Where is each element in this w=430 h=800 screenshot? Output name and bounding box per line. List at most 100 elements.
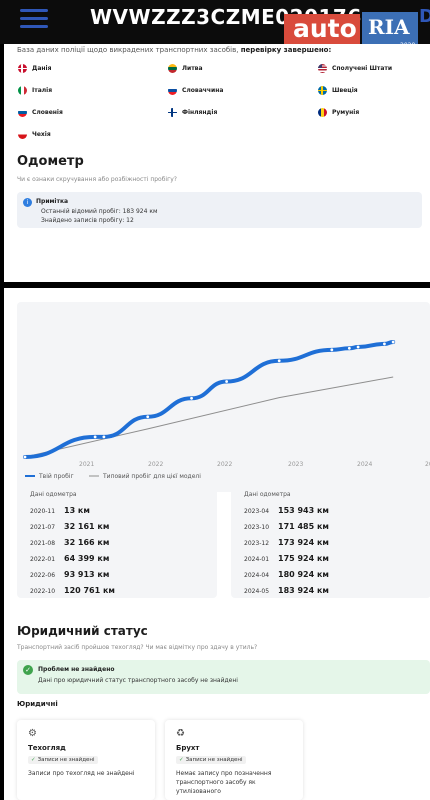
ria-logo[interactable]: RIA 2020 bbox=[362, 12, 418, 44]
row-mileage: 153 943 км bbox=[278, 506, 329, 515]
slovenia-flag-icon bbox=[18, 108, 27, 117]
row-date: 2021-08 bbox=[30, 540, 56, 547]
lithuania-flag-icon bbox=[168, 64, 177, 73]
legal-ok-title: Проблем не знайдено bbox=[38, 666, 115, 673]
status-badge-text: Записи не знайдені bbox=[37, 757, 95, 763]
legal-ok-box: ✓ Проблем не знайдено Дані про юридичний… bbox=[17, 660, 430, 694]
x-tick-label: 2022 bbox=[148, 461, 163, 468]
country-item: Словенія bbox=[18, 108, 63, 117]
denmark-flag-icon bbox=[18, 64, 27, 73]
country-item: Чехія bbox=[18, 130, 51, 139]
slovakia-flag-icon bbox=[168, 86, 177, 95]
row-mileage: 32 166 км bbox=[64, 538, 110, 547]
row-mileage: 180 924 км bbox=[278, 570, 329, 579]
data-point bbox=[356, 345, 360, 349]
inspection-icon: ⚙ bbox=[28, 728, 37, 739]
auto-logo[interactable]: auto bbox=[284, 14, 360, 44]
countries-title: База даних поліції щодо викрадених транс… bbox=[17, 46, 331, 54]
legend-label: Типовий пробіг для цієї моделі bbox=[102, 473, 201, 480]
country-name: Фінляндія bbox=[182, 109, 218, 116]
row-mileage: 171 485 км bbox=[278, 522, 329, 531]
row-mileage: 173 924 км bbox=[278, 538, 329, 547]
status-badge: ✓ Записи не знайдені bbox=[28, 756, 98, 764]
country-name: Румунія bbox=[332, 109, 360, 116]
mileage-card: 2021 2022 2022 2023 2024 2024 Твій пробіг Типов… bbox=[4, 288, 430, 800]
data-point bbox=[23, 455, 27, 459]
header-edge-icon[interactable]: D bbox=[419, 6, 430, 27]
country-name: Данія bbox=[32, 65, 52, 72]
row-date: 2022-06 bbox=[30, 572, 56, 579]
check-icon: ✓ bbox=[31, 757, 36, 763]
row-mileage: 175 924 км bbox=[278, 554, 329, 563]
x-tick-label: 2022 bbox=[217, 461, 232, 468]
card-desc: Записи про техогляд не знайдені bbox=[28, 770, 135, 777]
check-icon: ✓ bbox=[23, 665, 33, 675]
row-date: 2023-10 bbox=[244, 524, 270, 531]
menu-icon[interactable] bbox=[20, 8, 48, 30]
table-header: Дані одометра bbox=[30, 491, 77, 498]
odometer-subtitle: Чи є ознаки скручування або розбіжності … bbox=[17, 176, 177, 183]
odometer-tables: Дані одометра 2020-11 13 км 2021-07 32 161 … bbox=[17, 484, 430, 600]
table-row: 2024-04 180 924 км bbox=[244, 570, 424, 588]
row-mileage: 64 399 км bbox=[64, 554, 110, 563]
odometer-heading: Одометр bbox=[17, 154, 84, 169]
series-line-typical bbox=[24, 376, 394, 458]
usa-flag-icon bbox=[318, 64, 327, 73]
card-title: Техогляд bbox=[28, 744, 66, 752]
table-row: 2023-12 173 924 км bbox=[244, 538, 424, 556]
status-badge-text: Записи не знайдені bbox=[185, 757, 243, 763]
ria-logo-year: 2020 bbox=[400, 42, 415, 44]
row-date: 2021-07 bbox=[30, 524, 56, 531]
country-item: Румунія bbox=[318, 108, 359, 117]
check-icon: ✓ bbox=[179, 757, 184, 763]
note-line: Знайдено записів пробігу: 12 bbox=[41, 217, 134, 224]
table-row: 2023-10 171 485 км bbox=[244, 522, 424, 540]
series-line-own bbox=[23, 340, 396, 459]
status-badge: ✓ Записи не знайдені bbox=[176, 756, 246, 764]
data-point bbox=[102, 435, 106, 439]
table-row: 2022-01 64 399 км bbox=[30, 554, 210, 572]
row-date: 2024-05 bbox=[244, 588, 270, 595]
country-item: Швеція bbox=[318, 86, 358, 95]
data-point bbox=[277, 359, 281, 363]
x-tick-label: 2024 bbox=[425, 461, 430, 468]
data-point bbox=[383, 342, 386, 346]
note-title: Примітка bbox=[36, 198, 69, 205]
country-item: Данія bbox=[18, 64, 51, 73]
country-name: Словаччина bbox=[182, 87, 224, 94]
data-point bbox=[93, 435, 97, 439]
data-point bbox=[146, 415, 150, 419]
row-date: 2024-01 bbox=[244, 556, 270, 563]
italy-flag-icon bbox=[18, 86, 27, 95]
legal-section-title: Юридичні bbox=[17, 700, 58, 708]
x-tick-label: 2024 bbox=[357, 461, 372, 468]
finland-flag-icon bbox=[168, 108, 177, 117]
country-name: Сполучені Штати bbox=[332, 65, 393, 72]
data-point bbox=[330, 348, 334, 352]
legal-heading: Юридичний статус bbox=[17, 624, 148, 638]
data-point bbox=[391, 340, 395, 344]
country-item: Сполучені Штати bbox=[318, 64, 392, 73]
odometer-note: i Примітка Останній відомий пробіг: 183 … bbox=[17, 192, 422, 228]
legend-label: Твій пробіг bbox=[38, 473, 74, 480]
scrap-card[interactable]: ♻ Брухт ✓ Записи не знайдені Немає запису… bbox=[165, 720, 303, 800]
sweden-flag-icon bbox=[318, 86, 327, 95]
inspection-card[interactable]: ⚙ Техогляд ✓ Записи не знайдені Записи пр… bbox=[17, 720, 155, 800]
odometer-table-right: Дані одометра 2023-04 153 943 км 2023-10 17… bbox=[231, 484, 430, 598]
row-date: 2020-11 bbox=[30, 508, 56, 515]
country-item: Словаччина bbox=[168, 86, 223, 95]
table-row: 2021-07 32 161 км bbox=[30, 522, 210, 540]
note-line: Останній відомий пробіг: 183 924 км bbox=[41, 208, 158, 215]
x-tick-label: 2021 bbox=[79, 461, 94, 468]
row-date: 2023-12 bbox=[244, 540, 270, 547]
data-point bbox=[225, 380, 229, 383]
country-name: Італія bbox=[32, 87, 53, 94]
data-point bbox=[347, 346, 351, 350]
x-tick-label: 2023 bbox=[288, 461, 303, 468]
row-mileage: 13 км bbox=[64, 506, 90, 515]
data-point bbox=[190, 396, 193, 400]
card-title: Брухт bbox=[176, 744, 200, 752]
table-row: 2020-11 13 км bbox=[30, 506, 210, 524]
mileage-chart: 2021 2022 2022 2023 2024 2024 Твій пробіг Типов… bbox=[17, 302, 430, 492]
table-row: 2024-05 183 924 км bbox=[244, 586, 424, 604]
